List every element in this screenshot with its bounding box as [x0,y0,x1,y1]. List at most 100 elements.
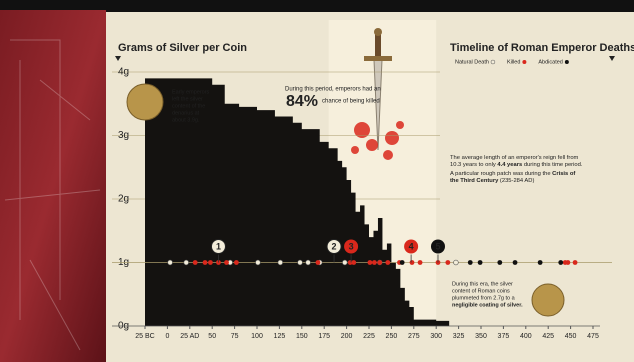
death-dot [445,260,451,265]
death-dot [208,260,213,265]
x-tick-label: 425 [542,333,554,340]
coin [126,83,164,121]
x-tick-label: 125 [274,333,286,340]
annotation: plummeted from 2.7g to a [452,295,516,301]
x-tick-label: 325 [453,333,465,340]
x-tick-label: 350 [475,333,487,340]
death-dot [371,260,377,265]
death-dot [477,260,483,265]
annotation: content of the [172,103,205,109]
death-dot [453,259,459,266]
death-dot [367,260,373,265]
x-tick-label: 200 [341,333,353,340]
annotation-part: (235-284 AD) [498,178,534,184]
legend-label: Abdicated [538,59,562,65]
arrow [115,56,121,61]
blood [366,139,378,151]
x-tick-label: 375 [498,333,510,340]
annotation: During this period, emperors had an [285,87,381,93]
x-tick-label: 0 [165,333,169,340]
blood [383,150,393,160]
annotation-part: Crisis of [551,171,576,177]
timeline-title: Timeline of Roman Emperor Deaths [450,42,634,54]
marker-label: 1 [216,241,221,251]
blood [354,122,370,138]
annotation: Early emperors [172,89,210,95]
death-dot [202,260,208,265]
death-dot [342,259,348,266]
annotation-part: during this time period. [522,162,583,168]
x-tick-label: 100 [251,333,263,340]
x-tick-label: 400 [520,333,532,340]
annotation-part: 4.4 years [496,162,522,168]
annotation-part: The average length of an emperor's reign… [450,155,579,161]
x-tick-label: 225 [363,333,375,340]
death-dot [255,259,261,266]
death-dot [297,259,303,266]
blood [351,146,359,154]
death-dot [305,259,311,266]
y-tick-label: 4g [118,67,129,78]
x-tick-label: 275 [408,333,420,340]
annotation: denarius at [172,110,200,116]
death-dot [351,260,357,265]
marble-texture [4,39,101,351]
annotation: A particular rough patch was during the … [450,171,575,177]
annotation: 10.3 years to only 4.4 years during this… [450,162,583,168]
x-tick-label: 25 AD [180,333,199,340]
death-dot [224,260,229,265]
death-dot [192,260,198,265]
death-dot [512,260,518,265]
sword-pommel [374,28,382,36]
y-tick-label: 2g [118,194,129,205]
death-dot [167,259,173,266]
marker-label: 5 [435,241,440,251]
death-dot [385,260,391,265]
arrow [609,56,615,61]
annotation: about 3.9g. [172,117,200,123]
marker [344,239,359,254]
title: Grams of Silver per Coin [118,42,247,54]
death-dot [497,260,503,265]
legend-dot [522,60,527,64]
y-tick-label: 3g [118,130,129,141]
death-dot [558,260,564,265]
marker-label: 3 [349,241,354,251]
death-dot [565,260,571,265]
death-dot [409,260,415,265]
blood [396,121,404,129]
death-dot [277,259,283,266]
legend-dot [490,59,496,65]
death-dot [399,260,405,265]
x-tick-label: 50 [208,333,216,340]
x-tick-label: 450 [565,333,577,340]
legend-label: Killed [507,59,520,65]
marker [404,239,419,254]
x-tick-label: 250 [386,333,398,340]
death-dot [537,260,543,265]
annotation: left the silver [172,96,203,102]
sword-guard [364,56,392,61]
annotation: content of Roman coins [452,288,510,294]
coin [531,283,565,317]
marker-label: 2 [332,241,337,251]
annotation-value: 84% [286,93,318,110]
x-tick-label: 25 BC [135,333,154,340]
sword-grip [375,34,381,56]
marker [326,239,342,254]
x-tick-label: 175 [318,333,330,340]
annotation-part: 10.3 years to only [450,162,496,168]
death-dot [183,259,189,266]
annotation-part: A particular rough patch was during the [450,171,551,177]
x-tick-label: 475 [587,333,599,340]
death-dot [377,260,383,265]
x-tick-label: 150 [296,333,308,340]
annotation: the Third Century (235-284 AD) [450,178,534,184]
marker [430,239,445,254]
death-dot [417,260,423,265]
annotation: The average length of an emperor's reign… [450,155,579,161]
marker [210,239,226,254]
blood [385,131,399,145]
